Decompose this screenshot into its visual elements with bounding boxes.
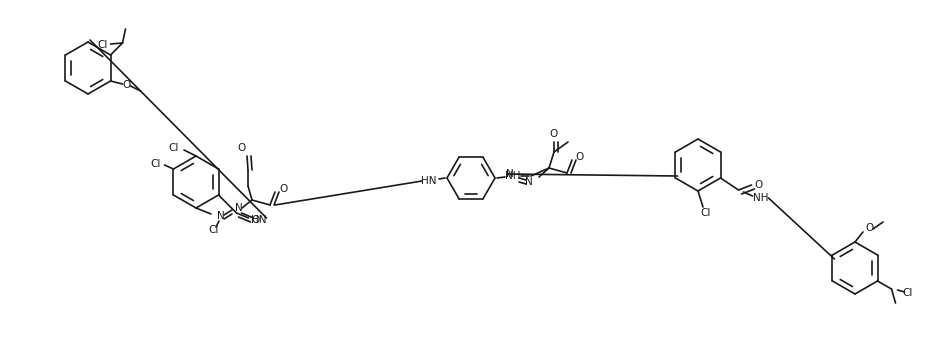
Text: O: O [865, 223, 873, 233]
Text: Cl: Cl [902, 288, 913, 298]
Text: Cl: Cl [169, 143, 179, 153]
Text: N: N [217, 211, 225, 221]
Text: Cl: Cl [209, 225, 219, 235]
Text: N: N [235, 203, 243, 213]
Text: HN: HN [421, 176, 437, 186]
Text: NH: NH [752, 193, 768, 203]
Text: O: O [238, 143, 246, 153]
Text: NH: NH [505, 171, 521, 181]
Text: N: N [525, 177, 532, 187]
Text: Cl: Cl [150, 159, 160, 169]
Text: O: O [549, 129, 558, 139]
Text: Cl: Cl [97, 40, 108, 50]
Text: HN: HN [251, 215, 266, 225]
Text: O: O [754, 180, 763, 190]
Text: N: N [506, 169, 514, 179]
Text: O: O [278, 184, 287, 194]
Text: O: O [123, 80, 130, 90]
Text: Cl: Cl [700, 208, 711, 218]
Text: O: O [251, 215, 260, 225]
Text: O: O [576, 152, 584, 162]
